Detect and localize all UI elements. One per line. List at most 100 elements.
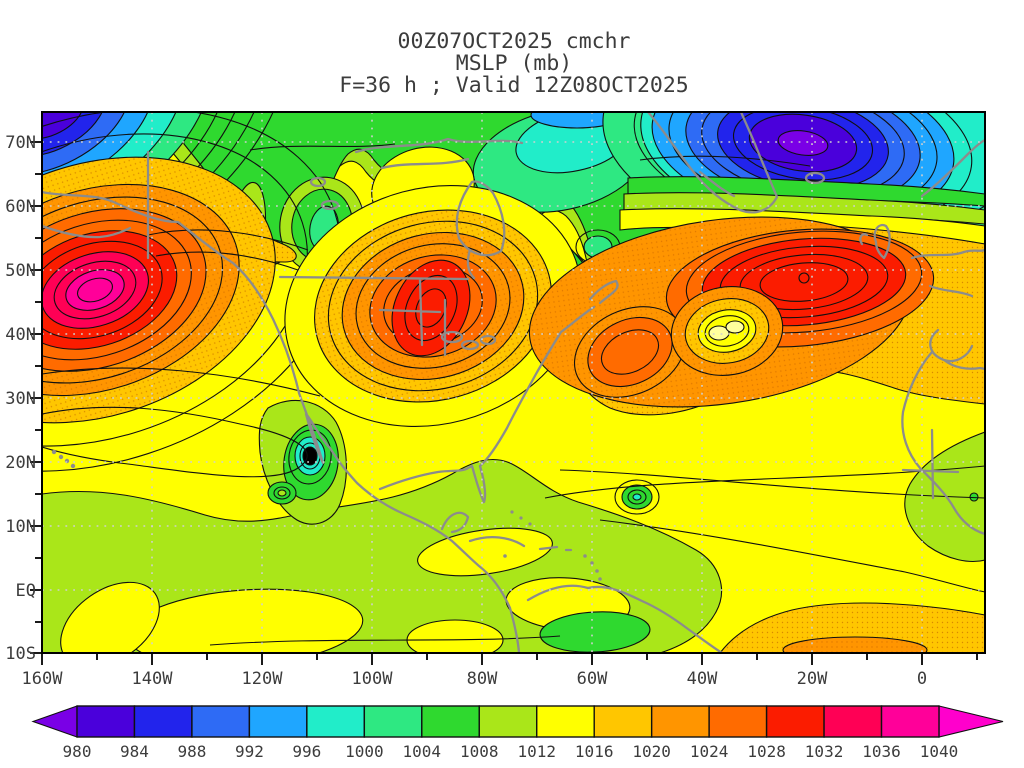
colorbar-cell [823, 705, 883, 738]
contour-shape [600, 329, 660, 375]
contour-shape [355, 243, 511, 369]
contour-shape [53, 260, 137, 320]
contour-shape [60, 581, 160, 653]
contour-shape [539, 611, 651, 653]
colorbar-cell [593, 705, 653, 738]
contour-shape [479, 334, 497, 346]
contour-shape [460, 339, 480, 351]
colorbar-below-arrow [31, 705, 78, 738]
map-frame [41, 111, 986, 654]
contour-shape [704, 315, 750, 347]
contour-shape [804, 171, 826, 185]
colorbar-level-label: 1004 [403, 742, 442, 761]
colorbar-cell [421, 705, 480, 738]
contour-shape [583, 554, 587, 558]
contour-shape [627, 489, 647, 505]
title-valid: F=36 h ; Valid 12Z08OCT2025 [339, 73, 689, 98]
contour-shape [42, 224, 132, 239]
colorbar-level-label: 1028 [747, 742, 786, 761]
tc-east-pacific-2 [267, 481, 297, 505]
contour-shape [277, 489, 287, 497]
cutoff-low [670, 286, 784, 376]
contour-shape [42, 367, 321, 397]
contour-shape [147, 229, 309, 251]
contour-shape [503, 554, 507, 558]
lon-tick-label: 0 [917, 669, 927, 689]
lat-tick-label: 10S [5, 644, 36, 664]
latitude-axis: 70N 60N 50N 40N 30N 20N 10N EQ 10S [5, 133, 42, 664]
lat-tick-label: 50N [5, 261, 36, 281]
contour-shape [440, 511, 470, 534]
chart-title: 00Z07OCT2025 cmchr MSLP (mb) F=36 h ; Va… [339, 29, 689, 98]
colorbar-level-label: 1012 [517, 742, 556, 761]
contour-shape [725, 320, 745, 334]
lat-tick-label: EQ [16, 581, 36, 601]
contour-shape [598, 577, 602, 581]
lon-tick-label: 80W [467, 669, 498, 689]
colorbar-level-label: 996 [292, 742, 321, 761]
contour-shape [309, 176, 327, 188]
lat-tick-label: 30N [5, 389, 36, 409]
lat-tick-label: 10N [5, 517, 36, 537]
contour-shape [590, 561, 594, 565]
colorbar-level-label: 1036 [862, 742, 901, 761]
colorbar-level-label: 1008 [460, 742, 499, 761]
contour-shape [920, 138, 985, 198]
colorbar-level-label: 980 [63, 742, 92, 761]
contour-shape [249, 143, 396, 151]
contour-shape [42, 219, 192, 361]
contour-shape [155, 251, 299, 271]
title-run: 00Z07OCT2025 cmchr [398, 29, 631, 54]
colorbar-level-label: 1032 [805, 742, 844, 761]
lat-tick-label: 60N [5, 197, 36, 217]
colorbar-cell [765, 705, 825, 738]
colorbar-level-label: 984 [120, 742, 149, 761]
contour-shape [929, 328, 985, 371]
us-high [284, 185, 582, 427]
colorbar-cell [708, 705, 768, 738]
colorbar-level-label: 1000 [345, 742, 384, 761]
colorbar-above-arrow [938, 705, 1004, 738]
contour-shape [42, 133, 308, 447]
contour-shape: 980 984 988 992 996 1000 1004 1008 1012 1016 1020 1… [63, 742, 959, 761]
contour-shape [468, 535, 573, 552]
colorbar-cell [363, 705, 423, 738]
lon-tick-label: 160W [22, 669, 64, 689]
contour-shape [639, 155, 811, 167]
longitude-axis: 160W 140W 120W 100W 80W 60W 40W 20W 0 [22, 653, 978, 689]
contour-shape [519, 516, 523, 520]
contour-shape [70, 463, 76, 469]
lon-tick-label: 40W [687, 669, 718, 689]
lat-tick-label: 40N [5, 325, 36, 345]
lat-tick-label: 20N [5, 453, 36, 473]
contour-shape [278, 275, 470, 357]
contour-shape [58, 454, 64, 460]
contour-shape [782, 636, 928, 653]
contour-shape [798, 272, 810, 284]
colorbar-level-label: 1024 [690, 742, 729, 761]
colorbar-cell [306, 705, 366, 738]
lat-tick-label: 70N [5, 133, 36, 153]
contour-shape [273, 486, 291, 500]
contour-shape [42, 406, 308, 478]
contour-shape [404, 275, 458, 341]
contour-shape [559, 469, 985, 499]
contour-shape [632, 493, 642, 501]
contour-shape [859, 223, 891, 260]
colorbar-cell [248, 705, 308, 738]
tropical-band [42, 458, 723, 653]
contour-shape [759, 262, 849, 302]
colorbar: 980 984 988 992 996 1000 1004 1008 1012 1016 1020 1… [31, 705, 1004, 761]
map-plot-area [42, 112, 985, 653]
lon-tick-label: 140W [132, 669, 174, 689]
contour-shape [708, 325, 730, 341]
lon-tick-label: 100W [352, 669, 394, 689]
coastlines [42, 112, 985, 653]
colorbar-cell [133, 705, 193, 738]
contour-shape [528, 522, 532, 526]
contour-shape [599, 519, 985, 593]
contour-shape [42, 112, 342, 472]
colorbar-level-label: 1020 [632, 742, 671, 761]
